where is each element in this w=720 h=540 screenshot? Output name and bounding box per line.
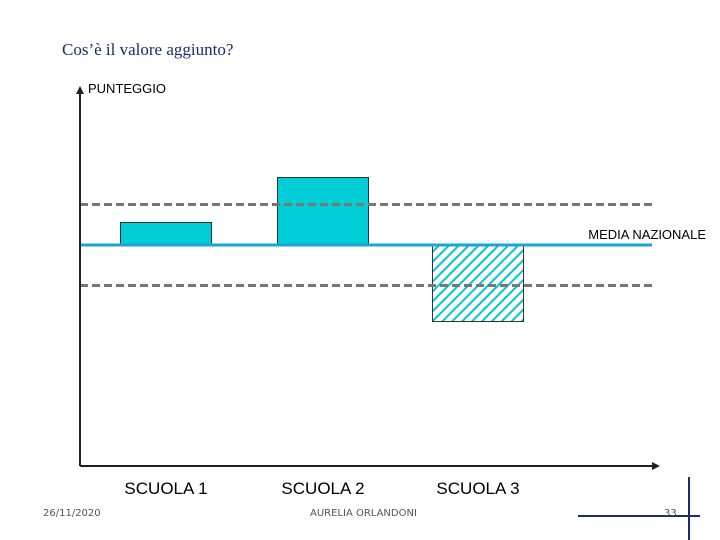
media-nazionale-label: MEDIA NAZIONALE [588, 227, 706, 242]
slide-title: Cos’è il valore aggiunto? [62, 40, 234, 59]
bar-scuola-1 [120, 222, 212, 246]
category-label: SCUOLA 1 [124, 479, 207, 498]
category-labels-group: SCUOLA 1 SCUOLA 2 SCUOLA 3 [124, 479, 519, 498]
page-number: 33 [664, 508, 677, 519]
bars-group [120, 177, 524, 322]
category-label: SCUOLA 3 [436, 479, 519, 498]
x-axis-arrowhead [652, 462, 660, 470]
footer-date: 26/11/2020 [43, 508, 101, 519]
category-label: SCUOLA 2 [281, 479, 364, 498]
bar-scuola-2 [277, 177, 369, 246]
footer-author: AURELIA ORLANDONI [310, 508, 417, 519]
bar-scuola-3 [432, 244, 524, 322]
y-axis-arrowhead [76, 86, 84, 94]
y-axis-label: PUNTEGGIO [88, 81, 166, 96]
